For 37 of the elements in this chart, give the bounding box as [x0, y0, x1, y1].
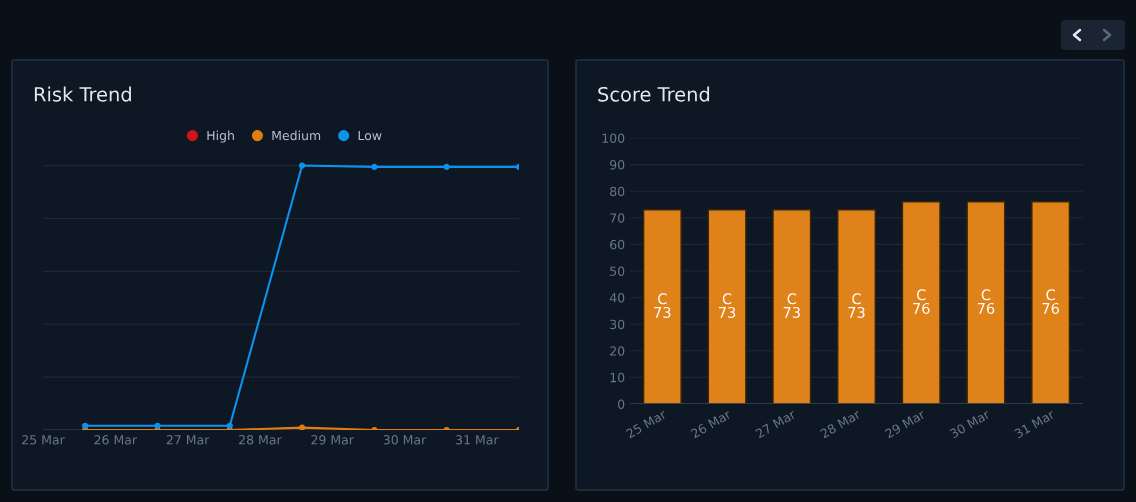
x-tick-label: 26 Mar [94, 435, 138, 445]
x-tick-label: 25 Mar [625, 409, 668, 439]
y-tick-label: 30 [610, 319, 625, 330]
x-tick-label: 25 Mar [22, 435, 65, 445]
legend-label: High [207, 130, 234, 143]
y-tick-label: 40 [609, 293, 625, 303]
x-tick-label: 30 Mar [383, 435, 427, 445]
y-tick-label: 50 [610, 266, 625, 276]
data-label: C 76 [913, 289, 930, 314]
data-label: C 73 [654, 293, 671, 318]
y-tick-label: 70 [610, 213, 625, 223]
x-tick-label: 30 Mar [949, 409, 991, 439]
chart-title: Risk Trend [34, 86, 131, 102]
legend-label: Low [358, 130, 382, 141]
data-label: C 73 [848, 293, 865, 318]
y-tick-label: 90 [610, 160, 625, 170]
y-tick-label: 100 [602, 133, 625, 143]
x-tick-label: 29 Mar [884, 409, 927, 439]
x-tick-label: 28 Mar [819, 409, 862, 439]
x-tick-label: 26 Mar [690, 409, 732, 439]
y-tick-label: 60 [610, 239, 625, 250]
x-tick-label: 27 Mar [166, 435, 210, 445]
data-label: C 73 [783, 293, 800, 318]
x-tick-label: 27 Mar [755, 409, 797, 439]
data-label: C 76 [1042, 289, 1059, 314]
x-tick-label: 31 Mar [1013, 409, 1056, 439]
y-tick-label: 20 [610, 346, 625, 356]
legend-label: Medium [272, 130, 321, 141]
chart-title: Score Trend [598, 86, 710, 102]
x-tick-label: 29 Mar [311, 435, 354, 445]
x-tick-label: 28 Mar [239, 435, 282, 445]
y-tick-label: 80 [610, 186, 625, 197]
y-tick-label: 10 [610, 372, 625, 383]
x-tick-label: 31 Mar [456, 435, 499, 445]
y-tick-label: 0 [618, 399, 625, 409]
data-label: C 73 [718, 293, 736, 318]
data-label: C 76 [977, 289, 995, 314]
